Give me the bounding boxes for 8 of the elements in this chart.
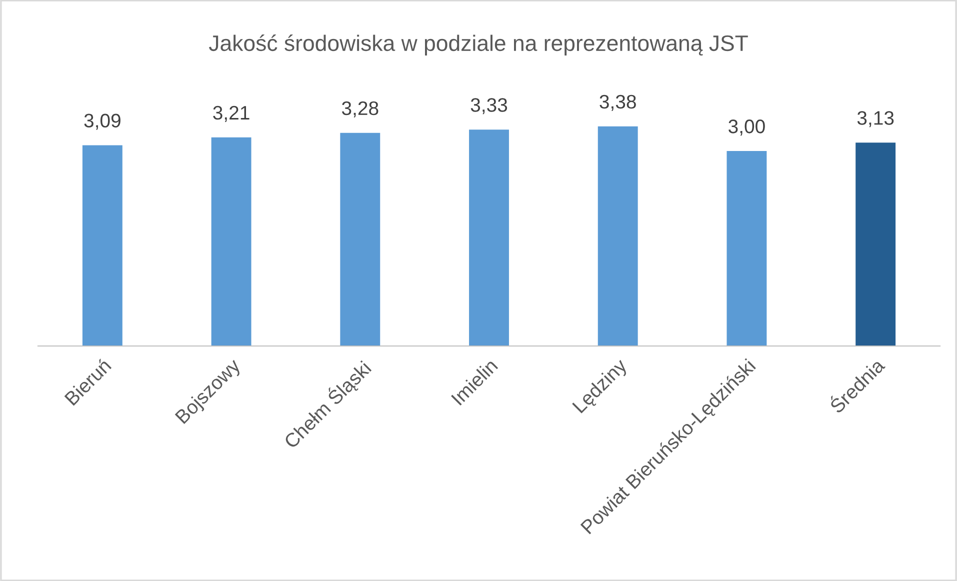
data-label: 3,09 xyxy=(84,114,120,130)
data-label: 3,21 xyxy=(213,106,250,122)
data-label: 3,13 xyxy=(857,111,894,128)
data-label: 3,33 xyxy=(470,98,508,114)
chart-title: Jakość środowiska w podziale na reprezentowaną JST xyxy=(208,34,748,56)
data-label: 3,28 xyxy=(342,101,378,118)
data-label: 3,38 xyxy=(600,94,636,111)
data-label: 3,00 xyxy=(728,120,765,136)
